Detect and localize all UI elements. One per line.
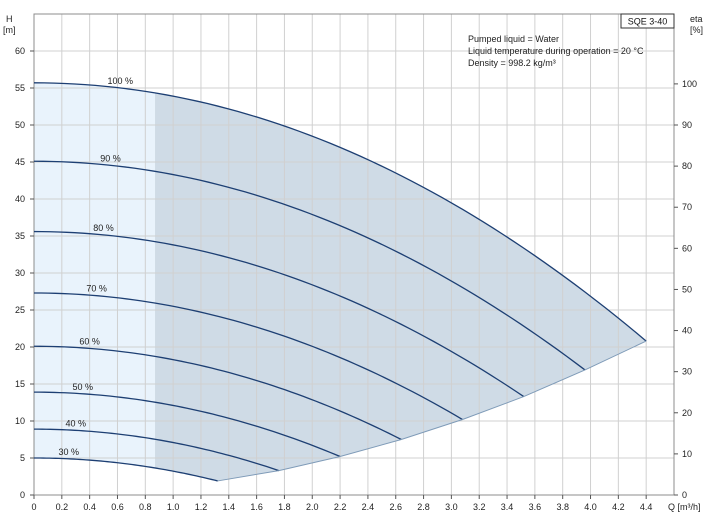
x-tick-label: 1.0 — [167, 502, 180, 512]
y-tick-label: 0 — [20, 490, 25, 500]
eta-tick-label: 10 — [682, 449, 692, 459]
y-tick-label: 40 — [15, 194, 25, 204]
x-tick-label: 3.8 — [556, 502, 569, 512]
curve-label: 50 % — [72, 382, 93, 392]
y-tick-label: 25 — [15, 305, 25, 315]
x-tick-label: 2.0 — [306, 502, 319, 512]
x-tick-label: 1.2 — [195, 502, 208, 512]
x-tick-label: 0.6 — [111, 502, 124, 512]
info-note: Density = 998.2 kg/m³ — [468, 58, 556, 68]
x-tick-label: 1.6 — [250, 502, 263, 512]
eta-tick-label: 60 — [682, 243, 692, 253]
eta-axis-unit: [%] — [690, 25, 703, 35]
x-tick-label: 1.4 — [223, 502, 236, 512]
curve-label: 80 % — [93, 223, 114, 233]
x-tick-label: 0 — [31, 502, 36, 512]
x-tick-label: 0.2 — [56, 502, 69, 512]
curve-60-percent — [33, 345, 402, 441]
x-tick-label: 0.4 — [83, 502, 96, 512]
x-tick-label: 3.4 — [501, 502, 514, 512]
x-tick-label: 2.6 — [389, 502, 402, 512]
info-note: Liquid temperature during operation = 20… — [468, 46, 644, 56]
y-axis-unit: [m] — [3, 25, 16, 35]
curve-30-percent — [33, 457, 218, 482]
labels-layer: 100 % 90 % 80 % 70 % 60 % 50 % 40 % 30 % — [59, 76, 134, 457]
eta-tick-label: 70 — [682, 202, 692, 212]
x-tick-label: 4.2 — [612, 502, 625, 512]
x-tick-label: 1.8 — [278, 502, 291, 512]
eta-tick-label: 50 — [682, 284, 692, 294]
end-of-curve-line — [217, 340, 647, 482]
axes-layer: 0 0.2 0.4 0.6 0.8 1.0 1.2 1.4 1.6 1.8 2.0 2.2 2.4 2.6… — [3, 13, 703, 512]
curve-label: 70 % — [86, 284, 107, 294]
curve-label: 30 % — [59, 447, 80, 457]
y-tick-label: 35 — [15, 231, 25, 241]
info-note: Pumped liquid = Water — [468, 34, 559, 44]
x-tick-label: 3.6 — [529, 502, 542, 512]
x-tick-label: 2.2 — [334, 502, 347, 512]
x-axis-label: Q [m³/h] — [668, 502, 701, 512]
curve-label: 100 % — [107, 76, 133, 86]
curve-70-percent — [33, 292, 463, 421]
curve-50-percent — [33, 391, 341, 458]
curve-label: 60 % — [79, 336, 100, 346]
y-tick-label: 5 — [20, 453, 25, 463]
y-tick-label: 45 — [15, 157, 25, 167]
curve-80-percent — [33, 230, 525, 398]
x-tick-label: 0.8 — [139, 502, 152, 512]
low-flow-region — [34, 82, 156, 468]
curve-label: 90 % — [100, 153, 121, 163]
curve-label: 40 % — [65, 418, 86, 428]
x-tick-label: 2.8 — [417, 502, 430, 512]
curve-90-percent — [33, 160, 586, 371]
y-tick-label: 60 — [15, 46, 25, 56]
x-tick-label: 4.0 — [584, 502, 597, 512]
y-tick-label: 20 — [15, 342, 25, 352]
x-tick-label: 4.4 — [640, 502, 653, 512]
eta-axis-label: eta — [690, 14, 703, 24]
title-box — [620, 13, 675, 29]
y-tick-label: 10 — [15, 416, 25, 426]
grid-layer — [33, 14, 675, 496]
x-tick-label: 3.2 — [473, 502, 486, 512]
curves-layer — [33, 82, 647, 482]
x-tick-label: 3.0 — [445, 502, 458, 512]
eta-tick-label: 30 — [682, 367, 692, 377]
x-tick-label: 2.4 — [362, 502, 375, 512]
y-tick-label: 50 — [15, 120, 25, 130]
eta-tick-label: 80 — [682, 161, 692, 171]
eta-tick-label: 90 — [682, 120, 692, 130]
y-tick-label: 55 — [15, 83, 25, 93]
eta-tick-label: 0 — [682, 490, 687, 500]
legend-layer: SQE 3-40 Pumped liquid = Water Liquid temp… — [468, 13, 675, 68]
y-tick-label: 30 — [15, 268, 25, 278]
chart-title: SQE 3-40 — [628, 17, 668, 27]
y-axis-label: H — [6, 14, 13, 24]
curve-40-percent — [33, 428, 280, 472]
curve-100-percent — [33, 82, 647, 342]
eta-tick-label: 20 — [682, 408, 692, 418]
eta-tick-label: 100 — [682, 79, 697, 89]
eta-tick-label: 40 — [682, 326, 692, 336]
y-tick-label: 15 — [15, 379, 25, 389]
plot-border — [33, 13, 675, 496]
